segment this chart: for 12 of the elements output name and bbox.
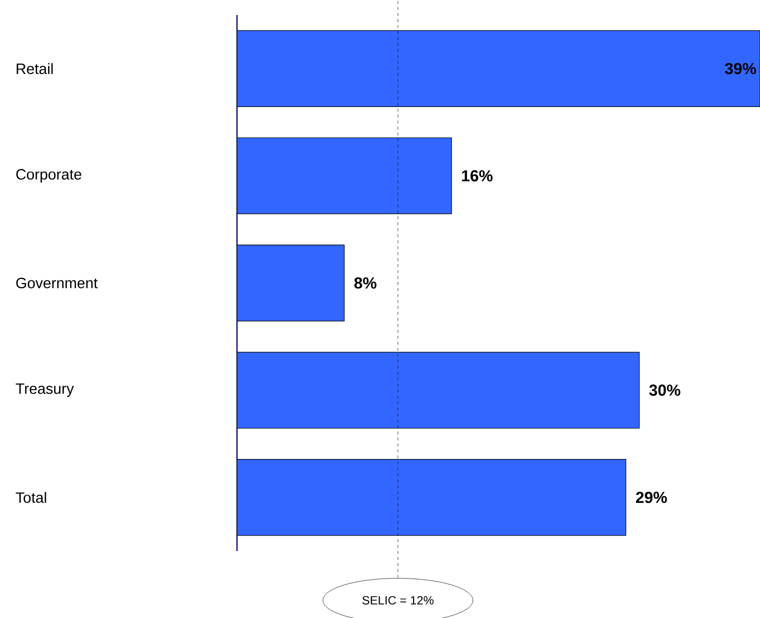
data-label: 8% (354, 277, 376, 289)
y-tick-label: Total (16, 492, 46, 503)
data-label: 29% (636, 492, 667, 504)
y-tick-label: Government (16, 278, 98, 288)
y-tick-label: Treasury (16, 384, 74, 397)
data-label: 16% (462, 170, 493, 182)
y-tick-label: Retail (16, 63, 53, 74)
bar (236, 244, 345, 322)
ref-line-label: SELIC = 12% (362, 596, 434, 605)
data-label: 30% (649, 384, 680, 396)
y-tick-label: Corporate (16, 169, 82, 183)
data-label: 39% (724, 62, 756, 74)
